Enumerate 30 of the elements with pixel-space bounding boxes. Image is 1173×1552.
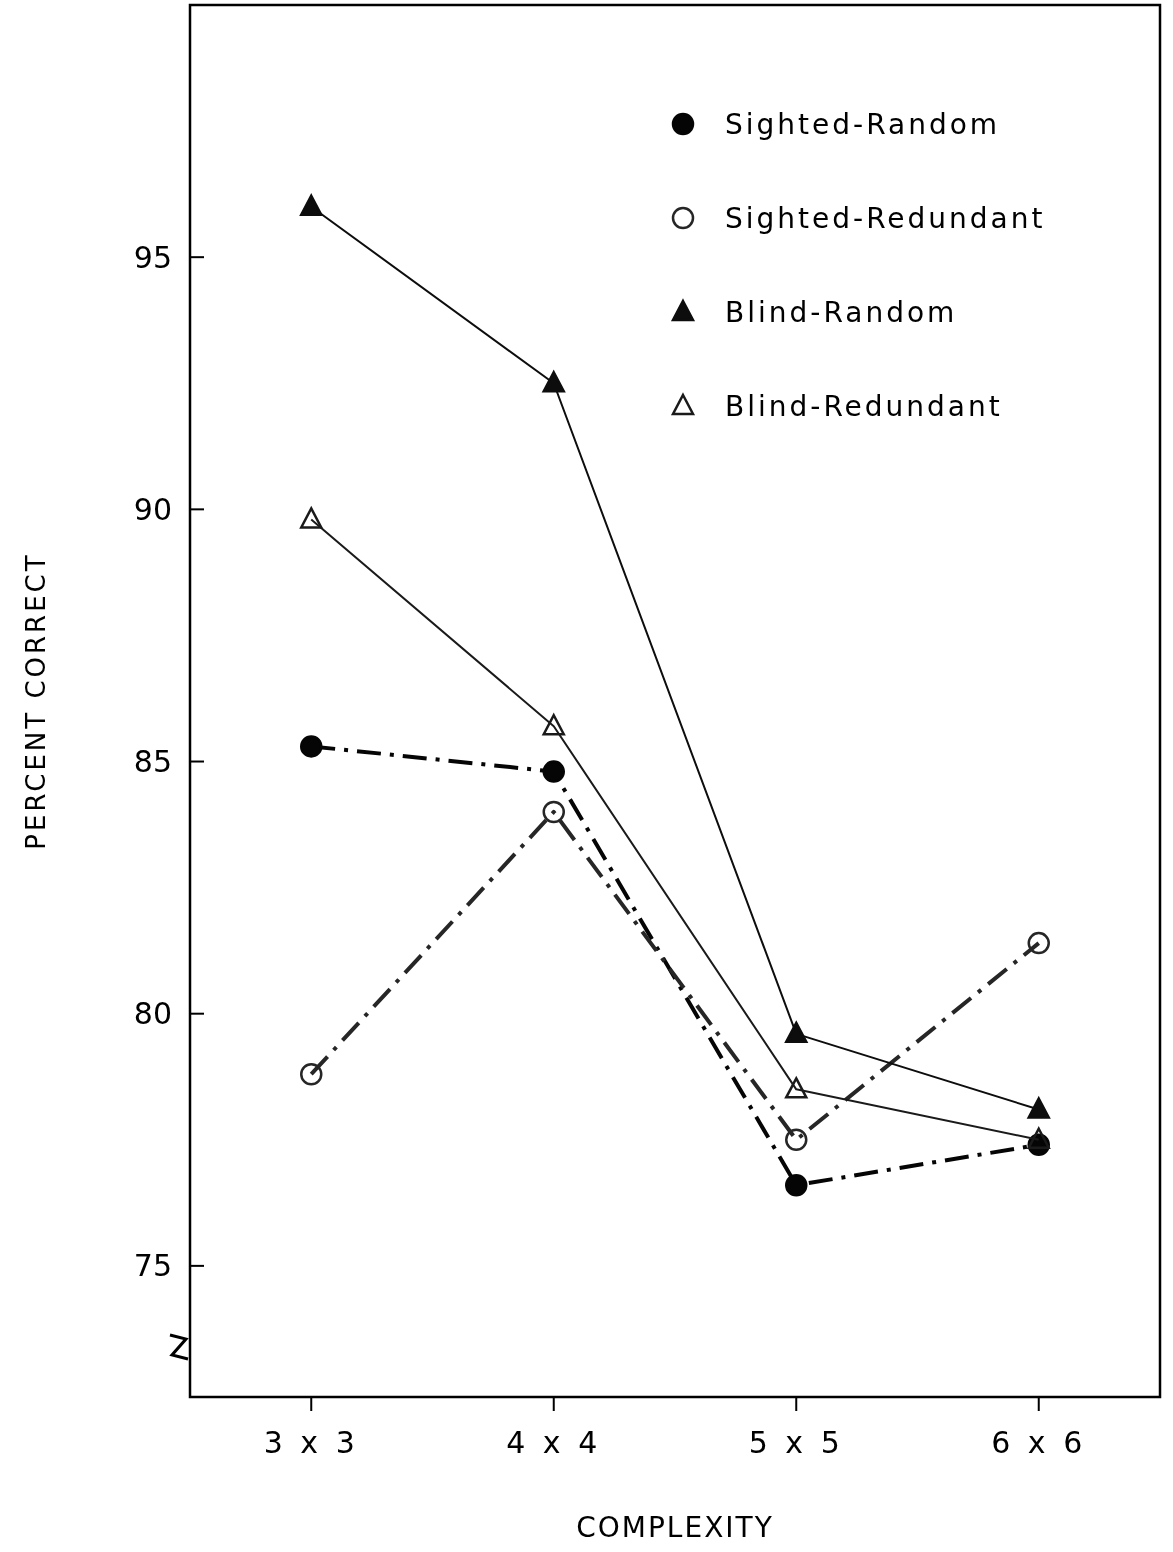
point [542,760,565,783]
x-tick-label: 5 x 5 [748,1425,844,1460]
y-tick-label: 95 [133,239,172,275]
point [300,1062,323,1086]
legend-label: Sighted-Redundant [725,201,1046,235]
point [1027,931,1050,955]
point [785,1077,808,1099]
legend-label: Blind-Random [725,295,958,329]
x-tick-label: 4 x 4 [506,1425,602,1460]
point [542,371,565,393]
point [542,800,565,824]
point [1027,1127,1050,1150]
y-tick-label: 75 [133,1248,172,1284]
point [785,1128,808,1152]
y-tick-label: 80 [133,996,172,1032]
y-tick-label: 85 [133,744,172,780]
x-tick-label: 3 x 3 [263,1425,359,1460]
legend-label: Blind-Redundant [725,389,1003,423]
legend-label: Sighted-Random [725,107,1001,141]
point [785,1173,808,1197]
x-tick-label: 6 x 6 [991,1425,1087,1460]
y-axis-title: PERCENT CORRECT [21,552,51,850]
point [542,713,565,736]
y-tick-label: 90 [133,491,172,527]
point [300,194,323,216]
point [300,507,323,529]
point [300,735,323,758]
point [1027,1097,1050,1119]
point [785,1021,808,1044]
x-axis-title: COMPLEXITY [576,1511,774,1544]
